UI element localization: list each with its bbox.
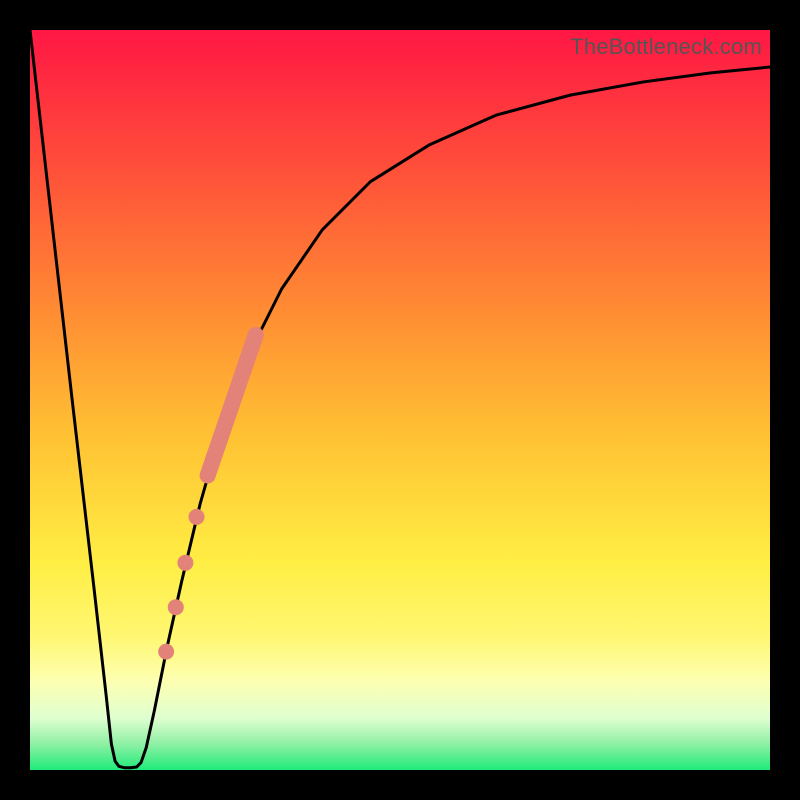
chart-frame: TheBottleneck.com — [0, 0, 800, 800]
highlight-dot — [158, 644, 174, 660]
watermark-text: TheBottleneck.com — [570, 34, 762, 60]
highlight-dot — [189, 509, 205, 525]
gradient-background — [30, 30, 770, 770]
chart-svg — [30, 30, 770, 770]
plot-area — [30, 30, 770, 770]
highlight-dot — [168, 599, 184, 615]
highlight-dot — [177, 555, 193, 571]
